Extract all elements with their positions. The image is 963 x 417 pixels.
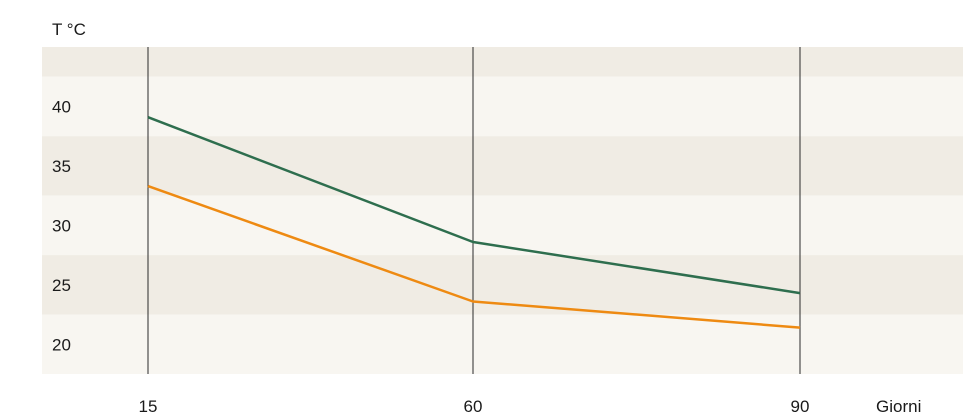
x-tick-label-60: 60	[464, 397, 483, 414]
x-tick-label-15: 15	[139, 397, 158, 414]
y-tick-label-30: 30	[52, 216, 71, 235]
y-tick-label-40: 40	[52, 97, 71, 116]
grid-band	[42, 136, 963, 196]
grid-band	[42, 255, 963, 315]
grid-band	[42, 47, 963, 77]
y-tick-label-25: 25	[52, 276, 71, 295]
series-line-1	[147, 116, 801, 295]
grid-band	[42, 314, 963, 374]
x-axis-title: Giorni	[876, 397, 922, 416]
y-tick-label-20: 20	[52, 335, 71, 354]
series-line-2	[147, 184, 801, 329]
grid-band	[42, 76, 963, 137]
x-tick-label-90: 90	[791, 397, 810, 414]
y-tick-label-35: 35	[52, 157, 71, 176]
y-axis-title: T °C	[52, 20, 86, 39]
grid-band	[42, 195, 963, 256]
